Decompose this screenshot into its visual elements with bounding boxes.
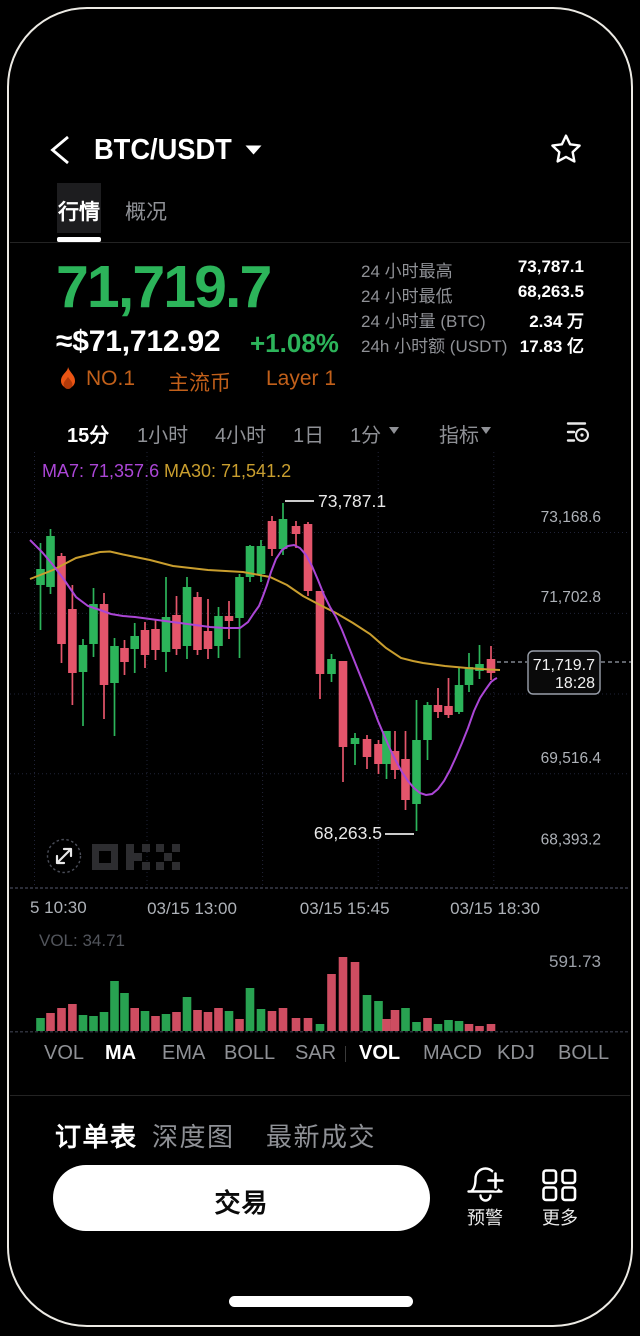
svg-text:69,516.4: 69,516.4 xyxy=(541,750,602,767)
svg-text:18:28: 18:28 xyxy=(555,675,595,692)
svg-text:68,263.5: 68,263.5 xyxy=(314,823,382,843)
svg-text:71,702.8: 71,702.8 xyxy=(541,589,601,606)
svg-text:73,787.1: 73,787.1 xyxy=(318,491,386,511)
svg-text:03/15 18:30: 03/15 18:30 xyxy=(450,899,540,918)
svg-text:5 10:30: 5 10:30 xyxy=(30,898,87,917)
svg-text:03/15 13:00: 03/15 13:00 xyxy=(147,899,237,918)
svg-text:VOL: 34.71: VOL: 34.71 xyxy=(39,931,125,950)
svg-text:591.73: 591.73 xyxy=(549,952,601,971)
svg-text:71,719.7: 71,719.7 xyxy=(533,657,595,674)
svg-text:03/15 15:45: 03/15 15:45 xyxy=(300,899,390,918)
svg-text:73,168.6: 73,168.6 xyxy=(541,509,601,526)
svg-text:68,393.2: 68,393.2 xyxy=(541,832,601,849)
